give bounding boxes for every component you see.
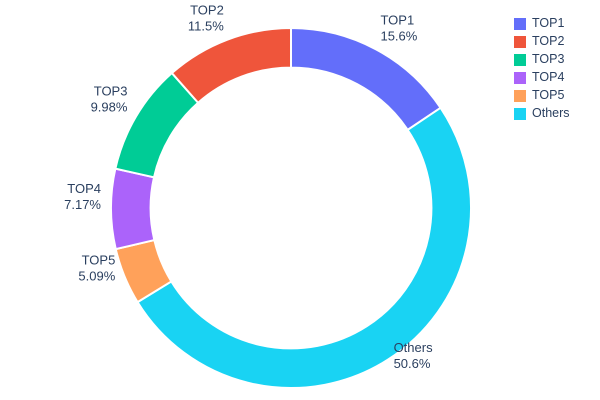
- legend-swatch-top5: [514, 89, 526, 102]
- legend-item-others[interactable]: Others: [514, 106, 570, 121]
- legend-swatch-top3: [514, 53, 526, 66]
- slice-label-others: Others 50.6%: [394, 340, 434, 371]
- legend-label: Others: [532, 106, 570, 120]
- legend-label: TOP5: [532, 88, 565, 102]
- legend-label: TOP1: [532, 16, 565, 30]
- slice-label-top5: TOP5 5.09%: [78, 252, 115, 283]
- legend-swatch-top2: [514, 35, 526, 48]
- pie-slice-top4[interactable]: [110, 167, 156, 251]
- legend-label: TOP4: [532, 70, 565, 84]
- legend-item-top3[interactable]: TOP3: [514, 52, 570, 67]
- legend-label: TOP2: [532, 34, 565, 48]
- slice-label-top4: TOP4 7.17%: [64, 181, 101, 212]
- pie-slice-top2[interactable]: [170, 26, 292, 105]
- slice-label-top1: TOP1 15.6%: [380, 12, 417, 43]
- legend-label: TOP3: [532, 52, 565, 66]
- legend-item-top1[interactable]: TOP1: [514, 16, 570, 31]
- legend-swatch-others: [514, 107, 526, 120]
- slice-label-top2: TOP2 11.5%: [188, 2, 224, 33]
- legend-swatch-top4: [514, 71, 526, 84]
- legend-swatch-top1: [514, 17, 526, 30]
- legend: TOP1 TOP2 TOP3 TOP4 TOP5 Others: [514, 16, 570, 121]
- legend-item-top2[interactable]: TOP2: [514, 34, 570, 49]
- legend-item-top5[interactable]: TOP5: [514, 88, 570, 103]
- legend-item-top4[interactable]: TOP4: [514, 70, 570, 85]
- pie-slice-others[interactable]: [136, 106, 472, 389]
- pie-slice-top1[interactable]: [290, 26, 442, 132]
- slice-label-top3: TOP3 9.98%: [91, 83, 128, 114]
